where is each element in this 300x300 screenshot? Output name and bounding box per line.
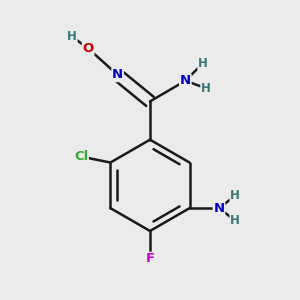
- Text: O: O: [82, 42, 94, 55]
- Text: N: N: [180, 74, 191, 87]
- Text: H: H: [67, 30, 77, 43]
- Text: H: H: [201, 82, 211, 95]
- Text: N: N: [213, 202, 224, 215]
- Text: H: H: [198, 57, 208, 70]
- Text: N: N: [112, 68, 123, 81]
- Text: H: H: [230, 189, 240, 202]
- Text: H: H: [230, 214, 240, 227]
- Text: Cl: Cl: [74, 150, 88, 163]
- Text: F: F: [146, 252, 154, 266]
